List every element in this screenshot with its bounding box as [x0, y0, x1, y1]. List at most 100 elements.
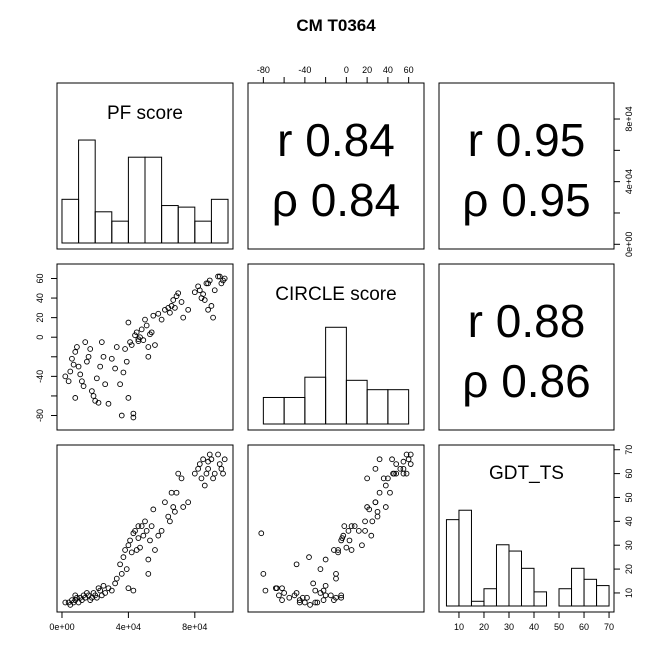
panel-frame-1-1 [247, 263, 425, 431]
axis-right-pf-score: 0e+00 4e+04 8e+04 [613, 106, 634, 257]
scatter-point [211, 287, 218, 294]
scatter-point [148, 523, 155, 529]
scatter-point [168, 489, 175, 496]
scatter-point [122, 346, 128, 352]
scatter-point [172, 304, 178, 311]
tick-label: 8e+04 [624, 106, 634, 131]
scatter-point [210, 314, 216, 321]
scatter-point [279, 597, 285, 603]
scatter-point [312, 599, 319, 606]
scatter-point [77, 371, 84, 378]
scatter-point [97, 587, 104, 594]
scatter-point [152, 547, 158, 553]
scatter-point [218, 280, 225, 287]
histogram-bar [387, 389, 410, 425]
scatter-point [93, 375, 100, 382]
scatter-point [400, 458, 407, 465]
scatter-point [322, 556, 329, 563]
scatter-point [405, 456, 412, 463]
scatter-point [130, 414, 137, 421]
scatter-point [143, 322, 150, 329]
scatter-point [125, 395, 132, 401]
axis-right-gdt-ts: 10 20 30 40 50 60 70 [613, 445, 634, 598]
scatter-point [205, 280, 211, 287]
tick-label: 60 [404, 65, 414, 75]
tick-label: 70 [604, 622, 614, 632]
scatter-point [127, 339, 133, 345]
scatter-point [67, 368, 74, 375]
scatter-point [210, 475, 216, 482]
histogram-bar [111, 220, 129, 244]
scatter-point [380, 475, 387, 482]
scatter-point [389, 456, 395, 463]
tick-label: 70 [624, 445, 634, 455]
scatter-point [137, 544, 143, 551]
histogram-bar [470, 600, 485, 607]
scatter-point [117, 561, 123, 568]
scatter-point [150, 312, 157, 319]
scatter-point [208, 456, 215, 463]
tick-label: 60 [624, 469, 634, 479]
scatter-point [120, 369, 127, 376]
scatter-point [87, 346, 94, 352]
axis-left-circle-score: -80 -40 0 20 40 60 [35, 273, 58, 422]
panel-frame-1-0 [56, 263, 234, 431]
tick-label: 20 [362, 65, 372, 75]
scatter-point [102, 590, 109, 596]
scatter-point [132, 332, 138, 339]
histogram-bar [445, 519, 460, 607]
scatter-point [165, 513, 172, 520]
histogram-bar [520, 567, 535, 607]
scatter-point [72, 349, 79, 355]
scatter-point [302, 599, 308, 606]
scatter-point [343, 544, 350, 551]
scatter-point [113, 344, 120, 350]
scatter-point [140, 337, 147, 343]
scatter-point [158, 528, 165, 534]
histogram-bar [533, 591, 548, 607]
scatter-point [105, 585, 112, 592]
scatter-point [341, 523, 348, 529]
scatter-point [218, 465, 225, 472]
scatter-point [147, 537, 153, 544]
scatter-point [206, 451, 213, 458]
scatter-point [215, 273, 221, 280]
histogram-bar [210, 198, 229, 244]
scatter-point [148, 329, 155, 336]
scatter-point [123, 566, 130, 572]
scatter-point [170, 504, 177, 510]
histogram-bar [61, 198, 80, 244]
scatter-point [281, 590, 287, 596]
scatter-point [346, 537, 353, 544]
scatter-point [272, 585, 279, 592]
scatter-point [393, 470, 400, 477]
tick-label: 60 [35, 273, 45, 283]
panel-frame-1-2 [438, 263, 615, 431]
histogram-bar [177, 206, 196, 244]
histogram-gdt-ts [445, 509, 610, 607]
scatter-point [93, 594, 100, 601]
scatter-point [304, 594, 310, 601]
scatter-point [220, 470, 226, 477]
scatter-point [340, 532, 347, 539]
scatter-point [175, 470, 182, 477]
scatter-point [385, 475, 391, 482]
histogram-bar [262, 396, 285, 425]
scatter-point [359, 542, 365, 549]
scatter-point [75, 599, 82, 606]
tick-label: 30 [624, 540, 634, 550]
scatter-point [167, 518, 173, 525]
scatter-point [155, 310, 162, 317]
scatter-point [276, 592, 282, 599]
scatter-point [382, 504, 389, 510]
scatter-point [216, 461, 223, 467]
correlation-r-text: r 0.88 [468, 295, 586, 347]
scatter-point [393, 461, 400, 467]
scatter-point [178, 475, 185, 482]
axis-bottom-pf-score: 0e+00 4e+04 8e+04 [49, 611, 207, 632]
histogram-bar [596, 585, 610, 607]
scatter-point [376, 456, 383, 463]
scatter-point [132, 528, 138, 534]
tick-label: 40 [529, 622, 539, 632]
scatter-point [175, 290, 182, 297]
